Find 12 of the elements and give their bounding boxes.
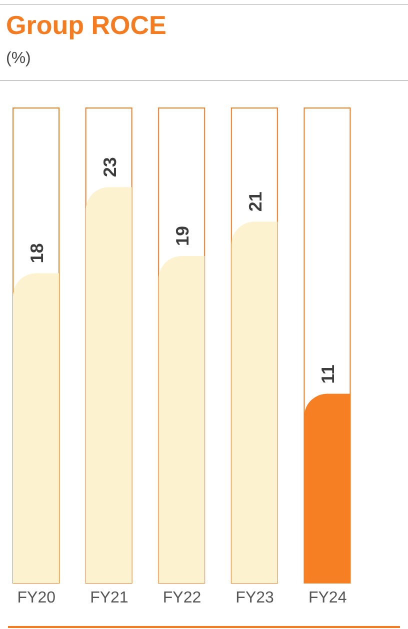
chart-title: Group ROCE <box>6 10 166 41</box>
data-label: 19 <box>172 226 193 246</box>
chart-subtitle: (%) <box>6 50 31 68</box>
data-label: 23 <box>100 157 120 178</box>
data-label: 18 <box>27 243 47 264</box>
x-tick-label: FY20 <box>17 589 56 606</box>
data-label: 21 <box>245 192 266 212</box>
data-label: 11 <box>318 364 338 384</box>
x-tick-label: FY21 <box>90 589 128 606</box>
x-tick-label: FY24 <box>308 589 347 606</box>
x-tick-label: FY23 <box>236 589 274 606</box>
x-tick-label: FY22 <box>162 589 202 606</box>
